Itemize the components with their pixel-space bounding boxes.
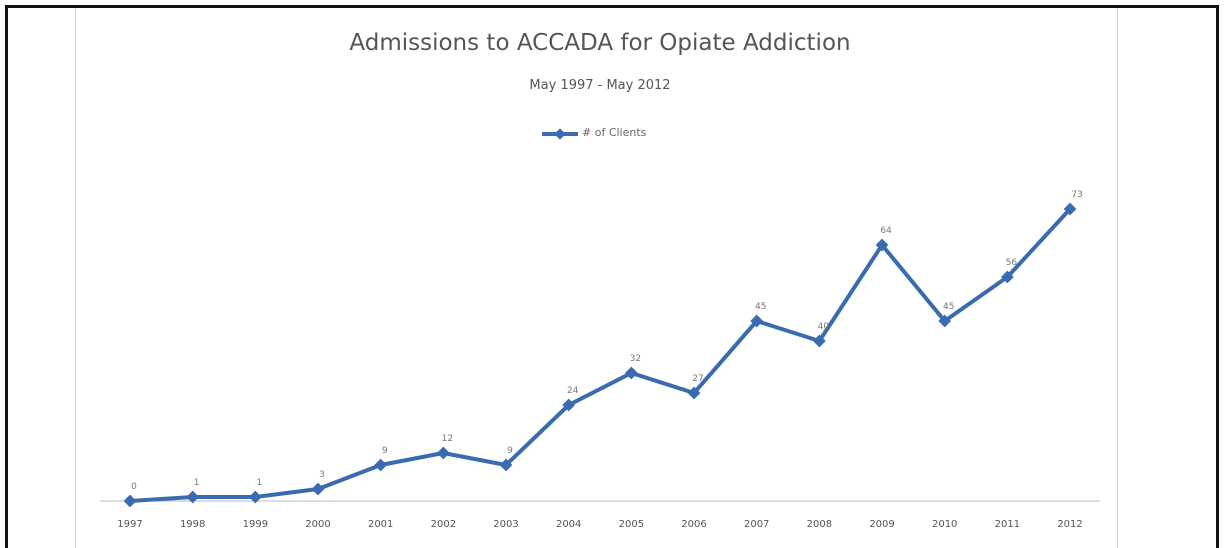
x-tick-label: 2012 xyxy=(1057,519,1082,530)
data-point xyxy=(436,446,450,460)
data-label: 1 xyxy=(256,478,262,488)
x-tick-label: 1997 xyxy=(117,519,142,530)
x-tick-label: 2006 xyxy=(681,519,706,530)
data-label: 1 xyxy=(194,478,200,488)
data-point xyxy=(311,482,325,496)
data-label: 73 xyxy=(1071,190,1082,200)
x-tick-label: 2001 xyxy=(368,519,393,530)
data-label: 64 xyxy=(880,226,892,236)
data-label: 12 xyxy=(442,434,453,444)
data-point xyxy=(186,490,200,504)
series-line xyxy=(128,207,1073,503)
x-tick-label: 2008 xyxy=(807,519,832,530)
x-tick-label: 1998 xyxy=(180,519,205,530)
data-label: 45 xyxy=(943,302,954,312)
legend-line-marker-icon xyxy=(542,128,578,140)
x-tick-label: 2004 xyxy=(556,519,581,530)
x-tick-label: 2002 xyxy=(431,519,456,530)
data-label: 27 xyxy=(692,374,703,384)
data-label: 9 xyxy=(382,446,388,456)
x-tick-label: 1999 xyxy=(243,519,268,530)
x-tick-label: 2005 xyxy=(619,519,644,530)
data-label: 40 xyxy=(818,322,830,332)
data-label: 9 xyxy=(507,446,513,456)
chart-subtitle: May 1997 - May 2012 xyxy=(529,78,671,93)
chart-frame xyxy=(5,5,1219,548)
chart-title: Admissions to ACCADA for Opiate Addictio… xyxy=(349,30,851,56)
data-label: 3 xyxy=(319,470,325,480)
x-tick-label: 2010 xyxy=(932,519,957,530)
data-label: 56 xyxy=(1006,258,1018,268)
x-tick-label: 2007 xyxy=(744,519,769,530)
data-point xyxy=(374,458,388,472)
panel-divider-left xyxy=(75,8,76,548)
data-label: 24 xyxy=(567,386,579,396)
panel-divider-right xyxy=(1117,8,1118,548)
data-label: 0 xyxy=(131,482,137,492)
legend-label: # of Clients xyxy=(582,126,647,139)
data-label: 45 xyxy=(755,302,766,312)
x-tick-label: 2011 xyxy=(995,519,1020,530)
data-label: 32 xyxy=(630,354,641,364)
data-point xyxy=(499,458,513,472)
x-tick-label: 2000 xyxy=(305,519,330,530)
data-point xyxy=(123,494,137,508)
x-tick-label: 2003 xyxy=(493,519,518,530)
data-point xyxy=(248,490,262,504)
x-tick-label: 2009 xyxy=(869,519,894,530)
